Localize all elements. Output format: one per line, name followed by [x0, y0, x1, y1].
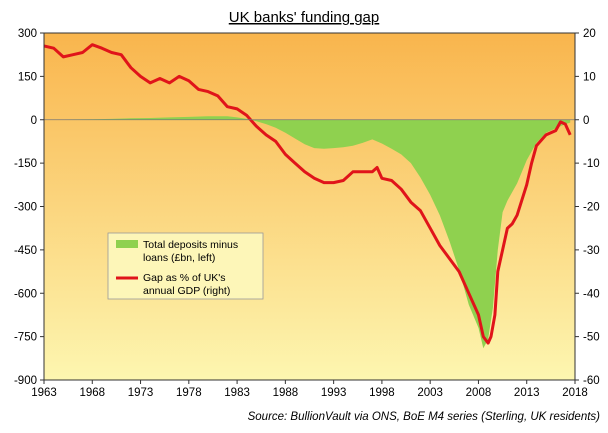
left-axis-tick-label: 0 — [31, 115, 37, 127]
x-axis-tick-label: 2013 — [514, 387, 540, 399]
x-axis-tick-label: 1963 — [31, 387, 57, 399]
right-axis-tick-label: -30 — [583, 245, 600, 257]
left-axis-tick-label: 300 — [18, 28, 37, 40]
right-axis-tick-label: -50 — [583, 332, 600, 344]
right-axis-tick-label: 0 — [583, 115, 589, 127]
legend-label-deposits-1: Total deposits minus — [143, 239, 238, 251]
x-axis-tick-label: 2018 — [562, 387, 588, 399]
chart-title: UK banks' funding gap — [229, 9, 379, 26]
legend-label-deposits-2: loans (£bn, left) — [143, 252, 215, 264]
right-axis-tick-label: -20 — [583, 202, 600, 214]
legend: Total deposits minus loans (£bn, left) G… — [107, 232, 264, 300]
x-axis-tick-label: 2008 — [466, 387, 492, 399]
left-axis-tick-label: -900 — [14, 375, 37, 387]
legend-swatch-deposits — [116, 240, 138, 248]
series-line-gap-pct-gdp — [44, 43, 572, 345]
right-axis-tick-label: -10 — [583, 158, 600, 170]
x-axis-tick-label: 1968 — [79, 387, 105, 399]
x-axis-tick-label: 1993 — [321, 387, 347, 399]
series-area-deposits-minus-loans — [44, 116, 571, 349]
plot-frame — [43, 32, 576, 381]
legend-label-gdp-gap-1: Gap as % of UK's — [143, 272, 226, 284]
left-axis-tick-label: -300 — [14, 202, 37, 214]
source-note: Source: BullionVault via ONS, BoE M4 ser… — [248, 411, 601, 423]
x-axis-tick-label: 1973 — [128, 387, 154, 399]
left-axis-tick-label: -150 — [14, 158, 37, 170]
left-axis-tick-label: -450 — [14, 245, 37, 257]
left-axis-tick-label: -750 — [14, 332, 37, 344]
right-axis-tick-label: 20 — [583, 28, 596, 40]
x-axis-tick-label: 1978 — [176, 387, 202, 399]
left-axis-tick-label: 150 — [18, 71, 37, 83]
right-axis-tick-label: -60 — [583, 375, 600, 387]
left-axis-tick-label: -600 — [14, 288, 37, 300]
x-axis-tick-label: 1988 — [273, 387, 299, 399]
x-axis-tick-label: 2003 — [417, 387, 443, 399]
right-axis-tick-label: -40 — [583, 288, 600, 300]
x-axis-tick-label: 1998 — [369, 387, 395, 399]
x-axis-tick-label: 1983 — [224, 387, 250, 399]
legend-label-gdp-gap-2: annual GDP (right) — [143, 285, 230, 297]
right-axis-tick-label: 10 — [583, 71, 596, 83]
